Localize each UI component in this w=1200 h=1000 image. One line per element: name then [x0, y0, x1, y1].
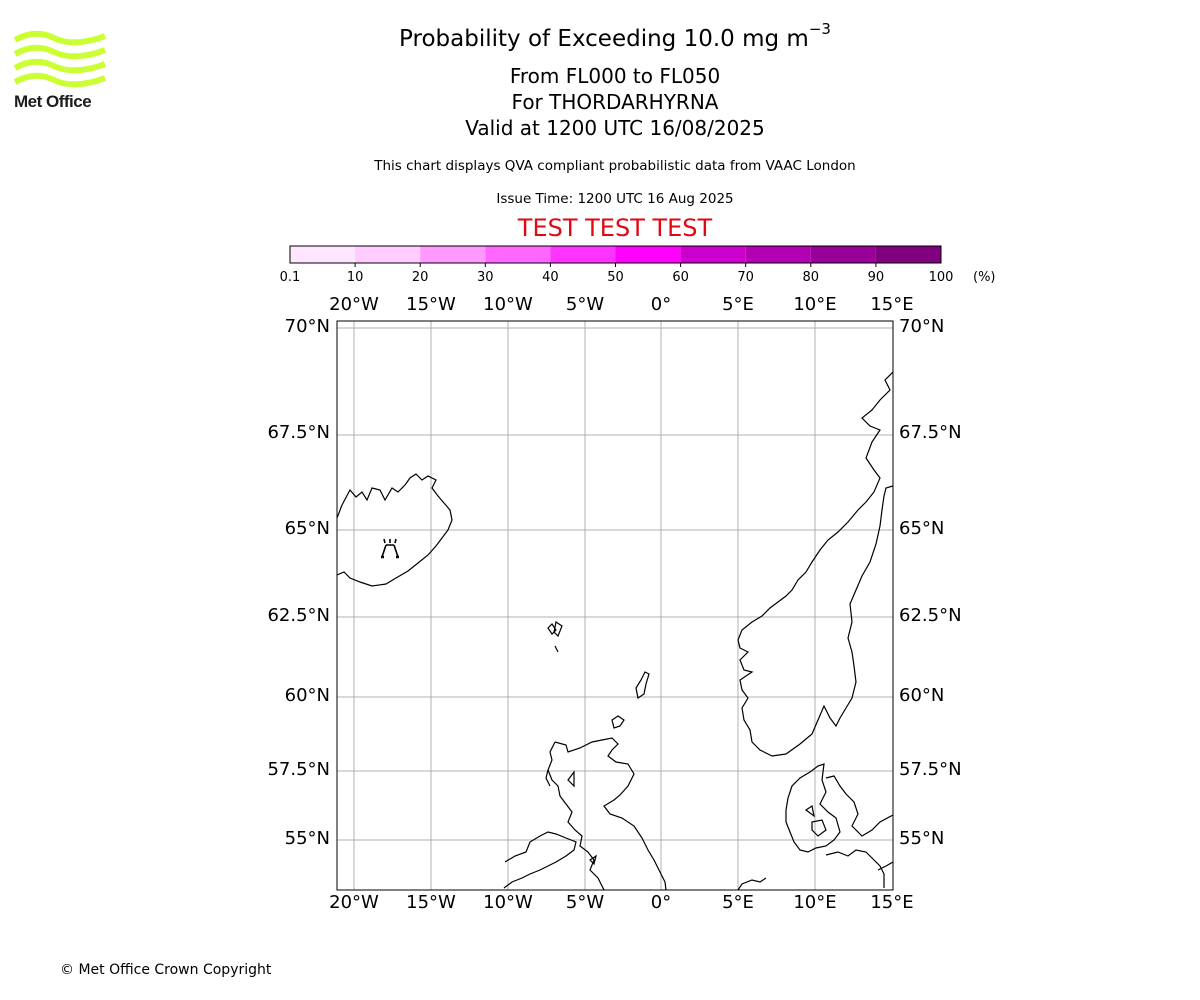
data-source-note: This chart displays QVA compliant probab… — [374, 158, 856, 174]
colorbar-tick-label: 10 — [346, 270, 364, 285]
lon-label-bottom: 5°E — [722, 892, 754, 913]
colorbar-swatch — [875, 246, 941, 263]
colorbar-tick-label: 80 — [802, 270, 820, 285]
colorbar-tick-label: 60 — [672, 270, 689, 285]
colorbar-tick-label: 90 — [867, 270, 885, 285]
lon-label-bottom: 15°E — [870, 892, 914, 913]
lat-label-left: 60°N — [284, 685, 330, 706]
logo-text: Met Office — [14, 92, 92, 111]
lat-label-right: 65°N — [899, 518, 945, 539]
colorbar-swatch — [810, 246, 876, 263]
met-office-logo — [14, 30, 106, 88]
ireland-coast — [503, 831, 577, 889]
gridlines — [337, 321, 893, 890]
lon-label-bottom: 20°W — [329, 892, 379, 913]
flight-level-range: From FL000 to FL050 — [509, 64, 721, 88]
coastlines — [337, 371, 893, 890]
issue-time: Issue Time: 1200 UTC 16 Aug 2025 — [496, 191, 734, 207]
lon-label-top: 0° — [650, 294, 672, 315]
colorbar-swatch — [745, 246, 811, 263]
volcano-name: For THORDARHYRNA — [511, 90, 719, 114]
colorbar-unit: (%) — [973, 270, 996, 285]
lon-label-bottom: 5°W — [565, 892, 605, 913]
lon-label-top: 15°W — [406, 294, 456, 315]
colorbar-tick-label: 70 — [737, 270, 754, 285]
iceland-coast — [337, 473, 453, 587]
colorbar-tick-label: 50 — [607, 270, 624, 285]
colorbar-swatch — [485, 246, 551, 263]
norway-coast — [737, 371, 893, 757]
lat-label-left: 62.5°N — [267, 605, 330, 626]
lat-label-left: 65°N — [284, 518, 330, 539]
colorbar-swatch — [550, 246, 616, 263]
lon-label-top: 10°W — [483, 294, 533, 315]
colorbar-swatch — [355, 246, 421, 263]
lon-label-bottom: 0° — [650, 892, 672, 913]
lon-label-top: 5°E — [722, 294, 754, 315]
lon-label-bottom: 10°W — [483, 892, 533, 913]
lon-label-bottom: 10°E — [793, 892, 837, 913]
lat-label-right: 70°N — [899, 316, 945, 337]
denmark-coast — [785, 763, 841, 853]
lon-label-top: 5°W — [565, 294, 605, 315]
lat-label-right: 57.5°N — [899, 759, 962, 780]
lon-label-top: 10°E — [793, 294, 837, 315]
colorbar-swatch — [290, 246, 356, 263]
lon-label-top: 20°W — [329, 294, 379, 315]
test-banner: TEST TEST TEST — [517, 214, 713, 242]
copyright: © Met Office Crown Copyright — [60, 962, 272, 978]
colorbar-tick-label: 20 — [411, 270, 429, 285]
volcano-icon — [381, 538, 399, 559]
colorbar — [289, 245, 942, 267]
colorbar-tick-label: 30 — [477, 270, 494, 285]
map — [336, 320, 894, 891]
lon-label-top: 15°E — [870, 294, 914, 315]
colorbar-tick-label: 40 — [542, 270, 559, 285]
lat-label-left: 70°N — [284, 316, 330, 337]
lat-label-right: 67.5°N — [899, 422, 962, 443]
lat-label-left: 57.5°N — [267, 759, 330, 780]
lat-label-left: 67.5°N — [267, 422, 330, 443]
colorbar-swatch — [680, 246, 746, 263]
colorbar-tick-label: 0.1 — [279, 270, 301, 285]
lat-label-left: 55°N — [284, 828, 330, 849]
lat-label-right: 60°N — [899, 685, 945, 706]
uk-coast — [554, 737, 667, 890]
lat-label-right: 62.5°N — [899, 605, 962, 626]
colorbar-swatch — [420, 246, 486, 263]
lat-label-right: 55°N — [899, 828, 945, 849]
colorbar-swatch — [615, 246, 681, 263]
valid-time: Valid at 1200 UTC 16/08/2025 — [465, 116, 765, 140]
chart-title: Probability of Exceeding 10.0 mg m−3 — [399, 20, 831, 52]
colorbar-tick-label: 100 — [928, 270, 954, 285]
lon-label-bottom: 15°W — [406, 892, 456, 913]
